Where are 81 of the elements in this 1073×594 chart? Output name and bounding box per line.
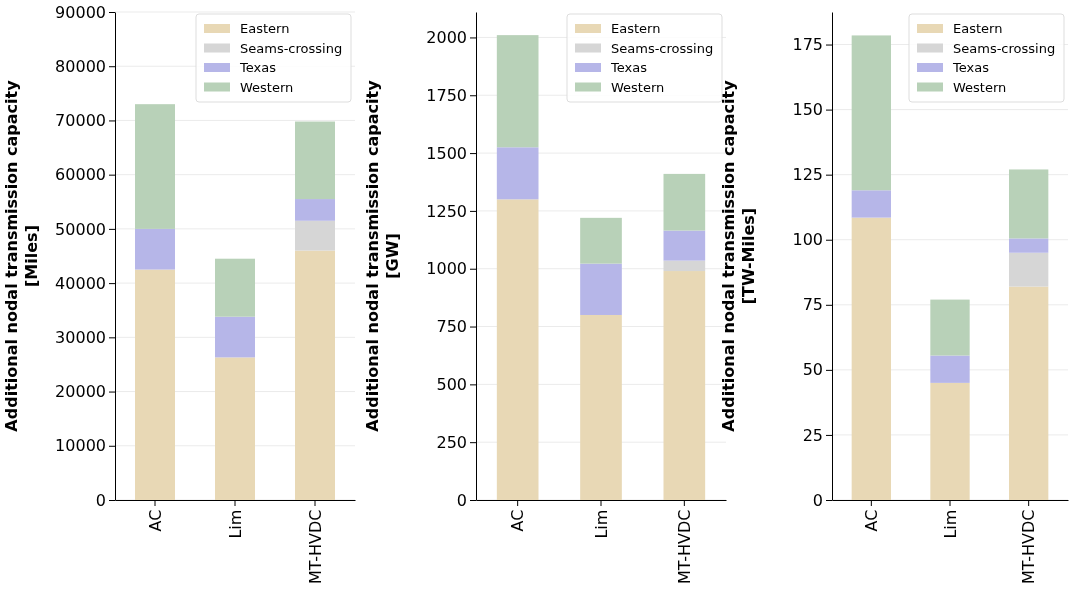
y-tick-label: 175	[792, 35, 823, 55]
bar	[663, 230, 706, 261]
bar	[580, 314, 622, 500]
y-tick-label: 1750	[426, 85, 467, 105]
bar	[295, 250, 335, 500]
bar	[135, 228, 175, 270]
y-tick-label: 75	[802, 295, 823, 315]
bar	[1009, 169, 1049, 239]
bar	[215, 357, 255, 500]
bar	[1009, 286, 1049, 500]
legend-label: Texas	[610, 60, 648, 75]
x-tick-label: AC	[145, 509, 165, 532]
y-tick-label: 150	[792, 100, 823, 120]
y-tick-label: 0	[456, 490, 467, 510]
bar	[851, 35, 891, 191]
y-tick-label: 250	[436, 432, 467, 452]
bar	[135, 104, 175, 229]
legend-label: Texas	[239, 60, 277, 75]
y-tick-label: 0	[95, 490, 106, 510]
y-tick-label: 80000	[55, 56, 106, 76]
x-tick-label: AC	[861, 509, 881, 532]
y-tick-label: 30000	[55, 327, 106, 347]
bar	[496, 147, 539, 200]
x-tick-label: Lim	[940, 509, 960, 539]
bar	[930, 299, 970, 356]
legend-label: Seams-crossing	[240, 40, 343, 56]
bar	[215, 258, 255, 317]
bar	[580, 263, 622, 315]
y-tick-label: 1500	[426, 143, 467, 163]
legend-label: Western	[611, 79, 665, 95]
bar	[663, 260, 706, 272]
bar	[135, 269, 175, 500]
y-tick-label: 500	[436, 374, 467, 394]
y-axis-title: Additional nodal transmission capacity [Miles]	[2, 79, 41, 432]
y-tick-label: 50000	[55, 219, 106, 239]
legend-label: Seams-crossing	[953, 40, 1056, 56]
bar	[663, 173, 706, 231]
x-tick-label: AC	[508, 509, 528, 532]
y-tick-label: 1000	[426, 259, 467, 279]
bar	[580, 217, 622, 264]
y-tick-label: 2000	[426, 28, 467, 48]
y-tick-label: 90000	[55, 2, 106, 22]
x-tick-label: Lim	[225, 509, 245, 539]
bar	[295, 199, 335, 221]
x-tick-label: Lim	[591, 509, 611, 539]
bar	[1009, 252, 1049, 287]
y-tick-label: 125	[792, 165, 823, 185]
y-axis-title: Additional nodal transmission capacity [GW]	[363, 79, 402, 432]
bar	[930, 355, 970, 383]
bar	[851, 190, 891, 218]
x-tick-label: MT-HVDC	[1019, 509, 1039, 584]
y-tick-label: 1250	[426, 201, 467, 221]
y-tick-label: 40000	[55, 273, 106, 293]
x-tick-label: MT-HVDC	[674, 509, 694, 584]
y-axis-title: Additional nodal transmission capacity [TW-Miles]	[719, 79, 758, 432]
y-tick-label: 25	[802, 425, 823, 445]
y-tick-label: 60000	[55, 165, 106, 185]
y-tick-label: 50	[802, 360, 823, 380]
legend-label: Eastern	[953, 21, 1003, 36]
bar	[496, 199, 539, 500]
y-tick-label: 70000	[55, 111, 106, 131]
legend-label: Western	[240, 79, 294, 95]
legend-label: Eastern	[240, 21, 290, 36]
legend-label: Texas	[952, 60, 990, 75]
legend-label: Western	[953, 79, 1007, 95]
y-tick-label: 0	[812, 490, 823, 510]
bar	[295, 220, 335, 251]
bar	[496, 35, 539, 148]
bar	[1009, 238, 1049, 253]
bar	[295, 121, 335, 200]
legend-label: Seams-crossing	[611, 40, 714, 56]
bar	[215, 316, 255, 358]
legend-label: Eastern	[611, 21, 661, 36]
y-tick-label: 20000	[55, 382, 106, 402]
bar	[930, 382, 970, 500]
y-tick-label: 10000	[55, 436, 106, 456]
y-tick-label: 100	[792, 230, 823, 250]
x-tick-label: MT-HVDC	[305, 509, 325, 584]
bar	[851, 217, 891, 500]
bar	[663, 271, 706, 500]
y-tick-label: 750	[436, 317, 467, 337]
